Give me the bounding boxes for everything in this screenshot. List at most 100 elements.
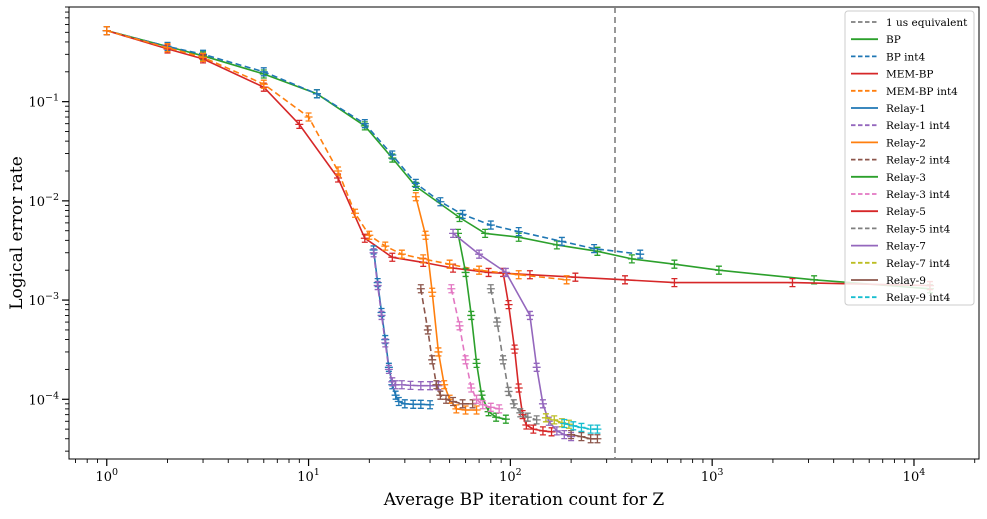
data-point <box>295 119 304 130</box>
data-point <box>514 226 523 237</box>
legend-entry: Relay-5 <box>886 206 926 218</box>
data-point <box>436 197 445 207</box>
series-line <box>490 288 537 421</box>
data-point <box>577 422 586 433</box>
series-relay-2-int4 <box>416 284 477 409</box>
data-point <box>472 405 481 415</box>
data-point <box>523 412 532 422</box>
data-point <box>400 399 409 409</box>
series-relay-7-int4 <box>541 413 573 429</box>
x-tick-label: 102 <box>499 467 522 485</box>
data-point <box>411 192 420 202</box>
x-axis-label: Average BP iteration count for Z <box>383 490 665 510</box>
series-line <box>106 29 567 281</box>
data-point <box>509 399 518 409</box>
plot-frame <box>68 6 980 460</box>
data-point <box>304 112 313 122</box>
data-point <box>590 243 599 254</box>
data-point <box>388 252 397 262</box>
legend-entry: BP int4 <box>886 51 925 63</box>
legend-entry: 1 us equivalent <box>886 17 968 29</box>
legend-entry: Relay-2 <box>886 137 926 149</box>
data-point <box>493 317 502 327</box>
legend-entry: Relay-3 <box>886 172 926 184</box>
data-point <box>461 267 470 278</box>
ticks-layer: 100 101 102 103 104 10−1 10−2 10−3 10−4 <box>28 6 976 485</box>
data-point <box>432 380 441 390</box>
data-point <box>377 310 386 321</box>
data-point <box>334 166 343 176</box>
data-point <box>529 424 538 434</box>
series-line <box>452 232 572 438</box>
data-point <box>397 380 406 390</box>
data-point <box>434 381 443 391</box>
data-point <box>259 79 268 89</box>
series-line <box>420 288 473 405</box>
data-point <box>455 212 464 223</box>
series-relay-1-int4 <box>369 248 443 391</box>
data-point <box>419 254 428 264</box>
data-point <box>461 405 470 415</box>
data-point <box>388 150 397 160</box>
data-point <box>351 208 360 218</box>
data-point <box>426 381 435 391</box>
data-point <box>467 310 476 321</box>
legend-entry: Relay-1 <box>886 103 926 115</box>
data-point <box>436 390 445 400</box>
legend-entry: Relay-7 int4 <box>886 258 951 270</box>
data-point <box>360 233 369 243</box>
data-point <box>562 275 571 285</box>
data-point <box>670 259 679 269</box>
data-point <box>416 381 425 391</box>
legend-box <box>844 10 975 306</box>
legend-entry: Relay-9 int4 <box>886 292 951 304</box>
data-point <box>259 67 268 77</box>
y-tick-label: 10−2 <box>28 192 59 210</box>
data-point <box>557 418 566 428</box>
data-point <box>670 277 679 288</box>
data-point <box>477 390 486 400</box>
data-point <box>525 270 534 280</box>
data-point <box>449 396 458 407</box>
legend-entry: Relay-3 int4 <box>886 189 951 201</box>
data-point <box>577 431 586 442</box>
data-point <box>481 228 490 239</box>
legend-entry: Relay-7 <box>886 241 926 253</box>
data-point <box>538 399 547 409</box>
data-point <box>518 409 527 420</box>
data-point <box>381 338 390 348</box>
x-tick-label: 101 <box>297 467 320 485</box>
data-point <box>369 248 378 258</box>
data-point <box>434 347 443 357</box>
y-tick-label: 10−3 <box>28 291 59 309</box>
series-bp <box>102 25 934 294</box>
data-point <box>442 394 451 404</box>
data-point <box>426 400 435 410</box>
series-line <box>106 29 931 290</box>
data-point <box>472 358 481 369</box>
series-relay-2 <box>411 192 481 415</box>
data-point <box>552 426 561 436</box>
x-tick-label: 103 <box>701 467 724 485</box>
data-point <box>365 230 374 240</box>
data-point <box>532 415 541 425</box>
data-point <box>397 249 406 259</box>
data-point <box>510 344 519 354</box>
legend-entry: Relay-1 int4 <box>886 120 951 132</box>
data-point <box>586 424 595 434</box>
data-point <box>516 408 525 418</box>
data-point <box>461 355 470 365</box>
data-point <box>394 396 403 407</box>
data-point <box>593 246 602 256</box>
data-point <box>428 355 437 365</box>
data-point <box>411 178 420 189</box>
data-point <box>486 402 495 412</box>
data-point <box>409 399 418 409</box>
data-point <box>567 429 576 440</box>
series-relay-5-int4 <box>486 284 541 425</box>
data-point <box>360 119 369 129</box>
legend-entry: BP <box>886 34 901 46</box>
data-point <box>486 220 495 230</box>
data-point <box>522 420 531 430</box>
